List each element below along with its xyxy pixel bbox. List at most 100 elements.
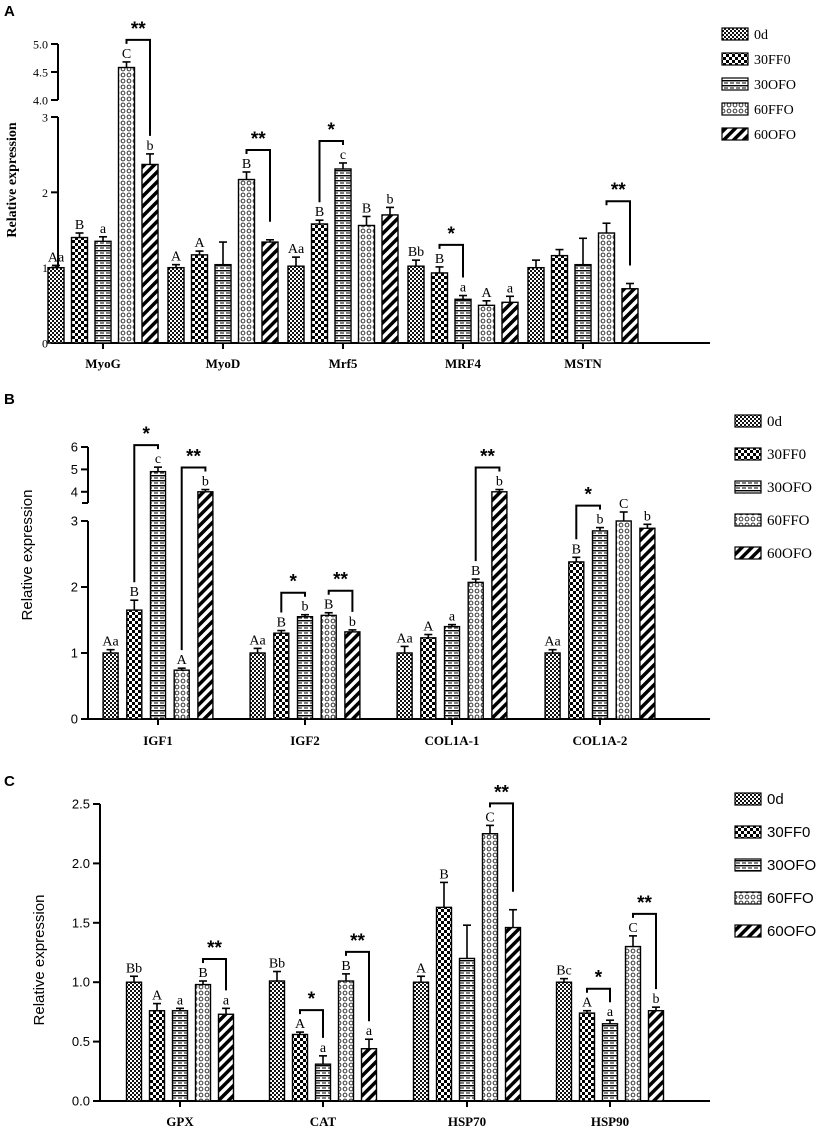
bar-igf2-30ofo	[296, 616, 314, 720]
bar-col1a-1-30ff0	[420, 637, 437, 720]
x-tick-label-igf2: IGF2	[290, 733, 320, 748]
bar-cat-30ofo	[314, 1063, 332, 1102]
bar-mstn-30ff0	[550, 254, 569, 344]
significance-letter: B	[324, 598, 333, 613]
significance-letter: A	[416, 961, 427, 976]
y-tick-label: 1.5	[72, 915, 90, 930]
x-tick-label-myod: MyoD	[206, 356, 241, 371]
significance-letter: Aa	[544, 635, 561, 650]
significance-letter: a	[223, 993, 230, 1008]
significance-letter: Bb	[408, 245, 424, 260]
significance-letter: B	[242, 157, 251, 172]
significance-letter: A	[171, 250, 182, 265]
bar-col1a-2-30ff0	[568, 561, 585, 720]
significance-letter: a	[507, 281, 514, 296]
legend-swatch-60ffo	[721, 102, 749, 116]
legend-label-30ff0: 30FF0	[767, 824, 810, 841]
significance-letter: a	[177, 993, 184, 1008]
bar-myog-60ofo	[141, 163, 159, 344]
significance-bracket	[605, 200, 631, 266]
significance-letter: b	[496, 475, 503, 490]
bar-myod-60ffo	[237, 178, 256, 344]
legend-label-60ofo: 60OFO	[754, 128, 796, 143]
y-axis-label: Relative expression	[5, 122, 20, 237]
y-tick-label: 5.0	[33, 38, 48, 52]
significance-bracket	[586, 987, 611, 1003]
significance-stars: **	[637, 893, 652, 914]
legend-swatch-30ff0	[734, 825, 762, 839]
bar-mrf4-30ff0	[430, 272, 449, 344]
y-tick-label: 0.0	[72, 1094, 90, 1109]
panel-b: B Relative expression 0 1 2 3 4 5 6 IGF1 IGF2 COL1A…	[4, 391, 812, 748]
legend-label-30ofo: 30OFO	[767, 480, 812, 496]
x-tick-label-mstn: MSTN	[564, 356, 602, 371]
bar-gpx-0d	[125, 981, 143, 1102]
significance-bracket	[245, 148, 271, 222]
significance-letter: A	[177, 653, 188, 668]
significance-stars: *	[142, 424, 150, 445]
bar-hsp70-60ofo	[504, 926, 522, 1102]
bar-mrf5-60ffo	[357, 224, 376, 344]
significance-bracket	[133, 444, 159, 583]
significance-stars: **	[333, 570, 348, 591]
significance-stars: *	[328, 120, 336, 141]
bar-myog-60ffo	[117, 66, 136, 344]
bar-myog-30ff0	[70, 236, 89, 344]
y-tick-label: 2	[71, 580, 78, 595]
x-tick-label-hsp90: HSP90	[591, 1114, 629, 1129]
significance-bracket	[632, 912, 657, 990]
significance-letter: a	[100, 222, 107, 237]
significance-letter: b	[653, 992, 660, 1007]
significance-letter: A	[152, 989, 163, 1004]
significance-bracket	[280, 591, 306, 613]
legend-label-30ofo: 30OFO	[754, 78, 796, 93]
bar-cat-0d	[268, 980, 286, 1102]
bar-myod-30ofo	[214, 263, 232, 344]
bar-col1a-2-60ffo	[615, 520, 632, 720]
bar-col1a-2-60ofo	[639, 527, 656, 720]
legend-swatch-60ofo	[734, 546, 762, 560]
significance-stars: **	[494, 782, 509, 803]
y-tick-label: 5	[71, 462, 78, 477]
x-tick-label-hsp70: HSP70	[448, 1114, 486, 1129]
significance-letter: C	[619, 497, 628, 512]
significance-letter: A	[295, 1017, 306, 1032]
y-tick-label: 2	[42, 186, 48, 200]
legend-swatch-0d	[734, 792, 762, 806]
significance-bracket	[202, 958, 227, 991]
significance-letter: C	[122, 47, 131, 62]
bar-mrf4-30ofo	[454, 298, 472, 344]
x-tick-label-myog: MyoG	[85, 356, 120, 371]
significance-stars: **	[350, 931, 365, 952]
bar-hsp70-60ffo	[481, 833, 499, 1102]
significance-letter: c	[340, 148, 346, 163]
bar-myod-0d	[167, 266, 185, 344]
y-tick-label: 6	[71, 440, 78, 455]
significance-letter: b	[597, 513, 604, 528]
bar-gpx-60ofo	[217, 1013, 235, 1102]
bar-hsp70-0d	[412, 981, 430, 1102]
significance-bracket	[438, 243, 464, 278]
bar-cat-30ff0	[291, 1033, 309, 1102]
bar-mstn-60ffo	[597, 232, 616, 344]
y-tick-label: 2.5	[72, 797, 90, 812]
y-tick-label: 4	[71, 484, 78, 499]
bar-igf2-60ofo	[344, 631, 361, 720]
significance-letter: a	[460, 281, 467, 296]
bar-hsp90-0d	[555, 981, 573, 1102]
legend-label-0d: 0d	[754, 28, 768, 43]
y-tick-label: 4.5	[33, 66, 48, 80]
significance-bracket	[327, 589, 354, 612]
bar-igf2-0d	[249, 652, 266, 720]
bar-myog-0d	[47, 266, 65, 344]
bar-igf1-30ofo	[149, 470, 167, 720]
bar-mstn-60ofo	[621, 288, 639, 344]
legend-label-60ffo: 60FFO	[767, 513, 810, 529]
y-tick-label: 1.0	[72, 975, 90, 990]
significance-letter: b	[302, 600, 309, 615]
y-tick-label: 0	[42, 337, 48, 351]
significance-letter: B	[75, 218, 84, 233]
significance-bracket	[318, 139, 344, 203]
bar-mrf5-30ofo	[334, 168, 352, 344]
bar-col1a-2-0d	[544, 652, 561, 720]
